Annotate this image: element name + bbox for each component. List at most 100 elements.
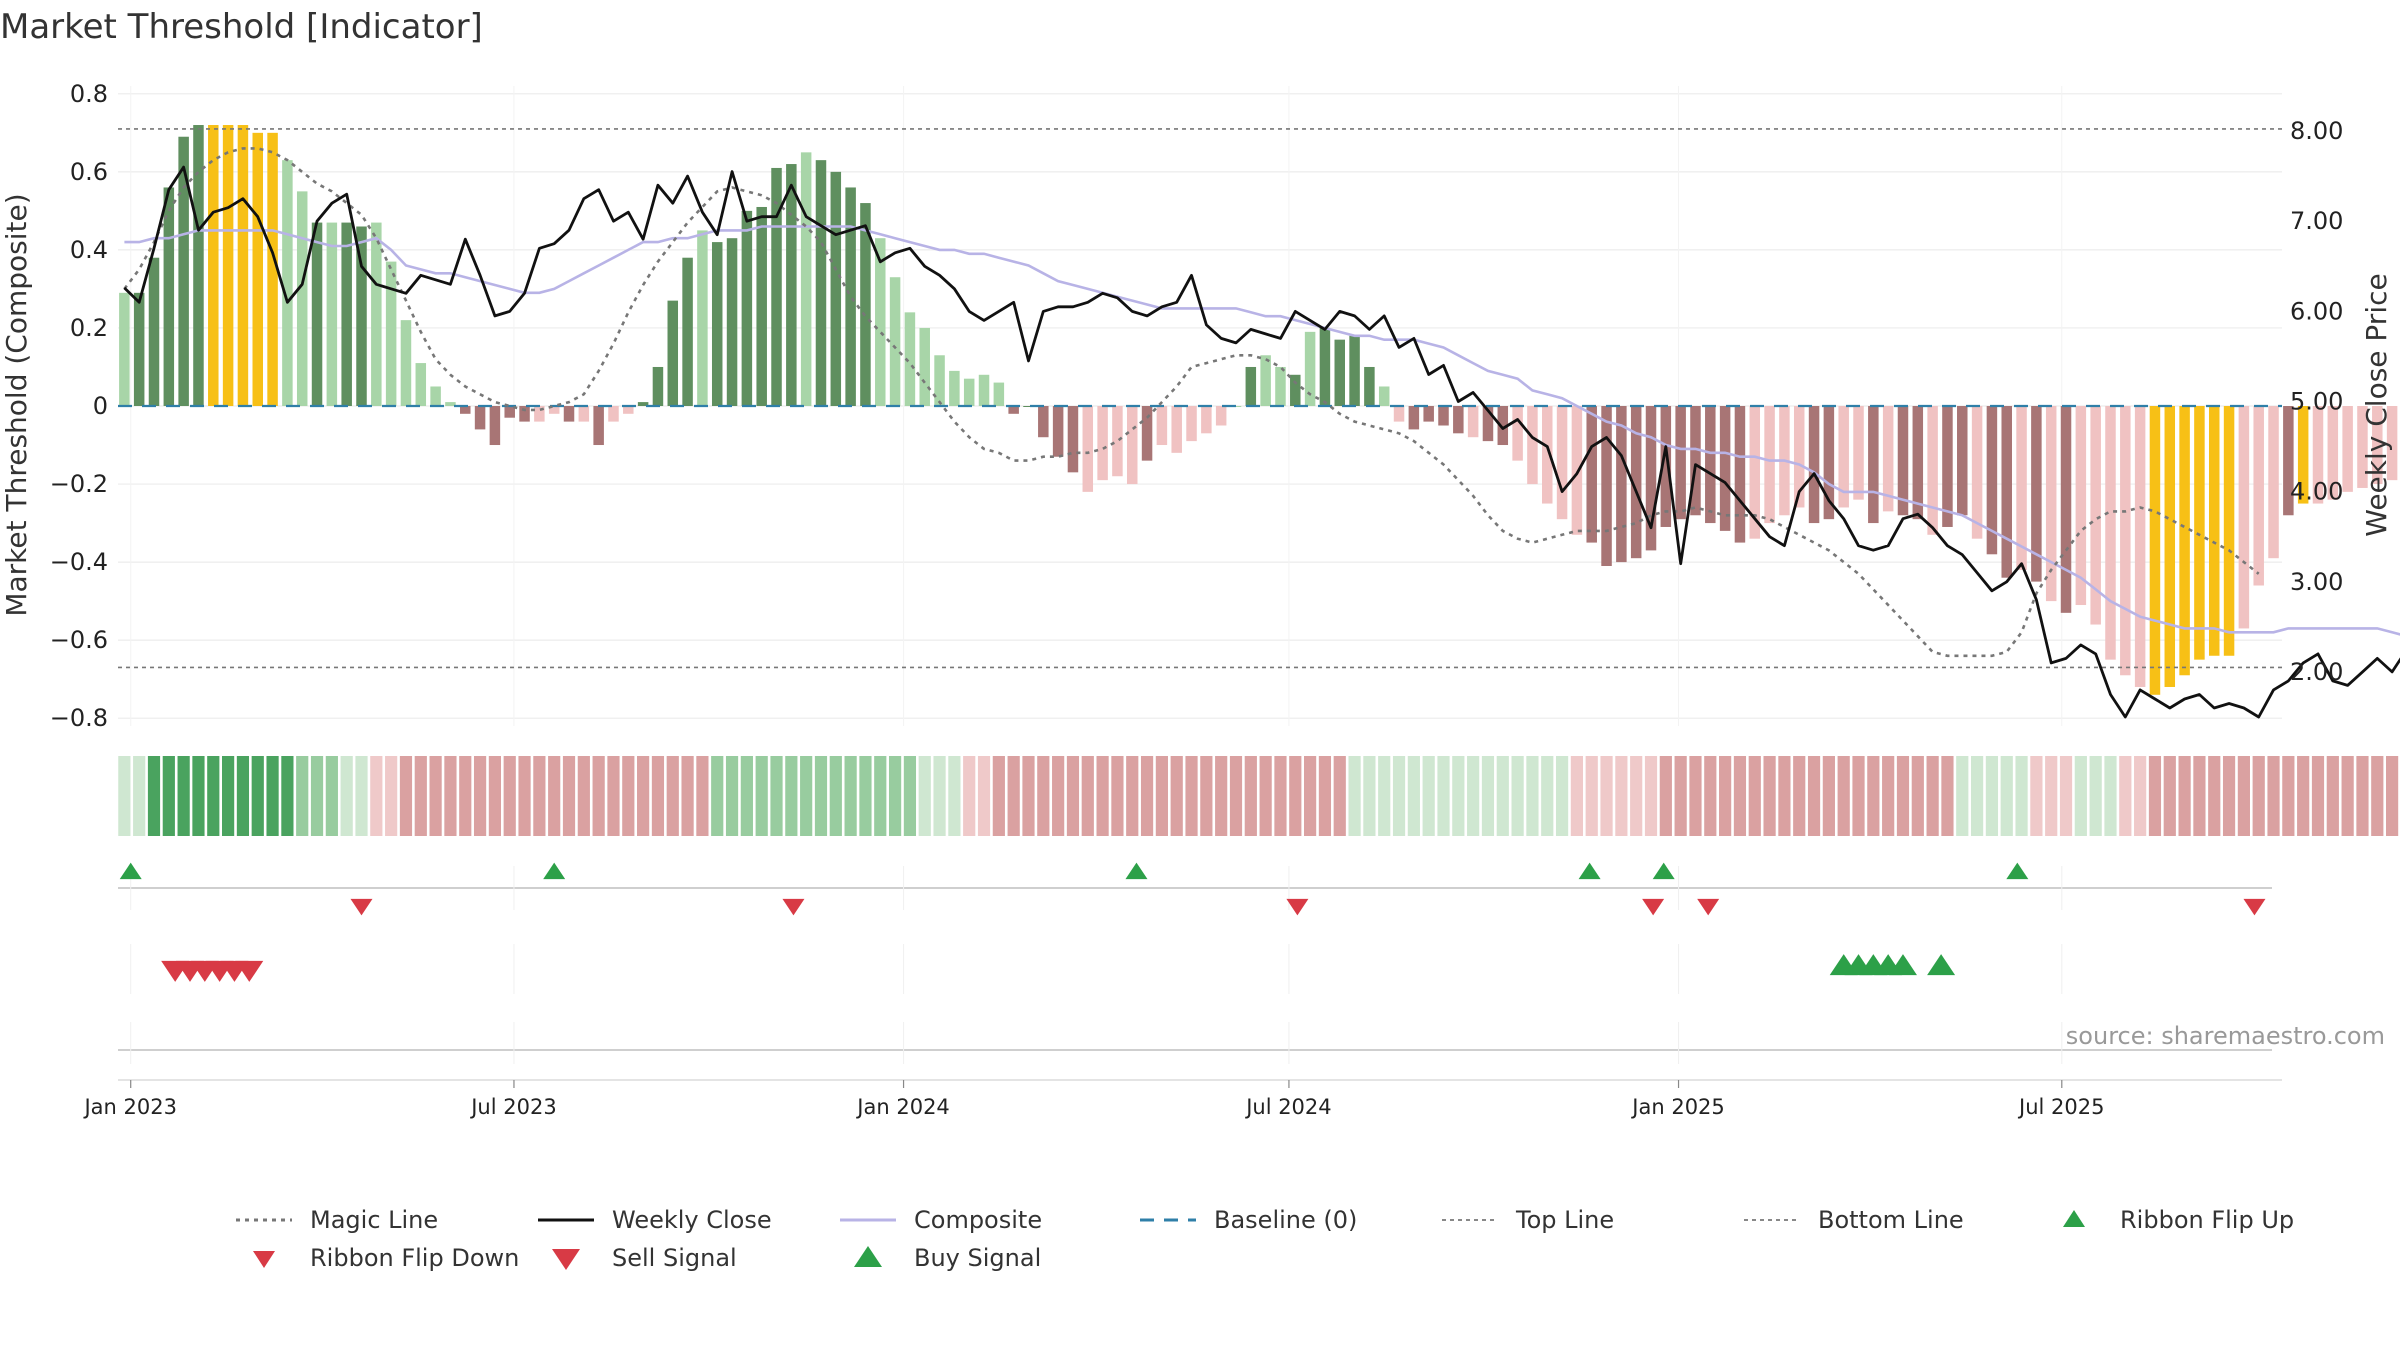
x-axis: Jan 2023 Jul 2023 Jan 2024 Jul 2024 Jan 2025… bbox=[82, 1079, 2282, 1119]
ribbon-cell bbox=[874, 756, 887, 836]
composite-bar bbox=[1497, 406, 1509, 446]
ribbon-cell bbox=[2282, 756, 2295, 836]
composite-bar bbox=[2001, 406, 2012, 578]
legend-item: Buy Signal bbox=[854, 1244, 1041, 1272]
ribbon-cell bbox=[977, 756, 991, 836]
composite-bar bbox=[993, 382, 1005, 406]
composite-bar bbox=[815, 160, 827, 406]
ribbon-cell bbox=[355, 756, 368, 836]
legend-label: Magic Line bbox=[310, 1206, 438, 1234]
ribbon-cell bbox=[2222, 756, 2236, 836]
ribbon-cell bbox=[429, 756, 442, 836]
composite-bar bbox=[1808, 406, 1820, 524]
ribbon-flip-up-marker bbox=[2006, 862, 2029, 880]
ribbon-cell bbox=[1763, 756, 1776, 836]
ribbon-cell bbox=[1585, 756, 1598, 836]
composite-bar bbox=[385, 261, 397, 406]
ribbon-cell bbox=[1822, 756, 1835, 836]
composite-bar bbox=[1260, 355, 1271, 406]
ribbon-cell bbox=[562, 756, 576, 836]
ribbon-cell bbox=[1941, 756, 1954, 836]
ribbon-cell bbox=[2297, 756, 2310, 836]
y-axis-right: 8.00 7.00 6.00 5.00 4.00 3.00 2.00 bbox=[2290, 117, 2343, 686]
composite-bar bbox=[1067, 406, 1079, 473]
ribbon-cell bbox=[1348, 756, 1361, 836]
composite-bar bbox=[296, 191, 308, 406]
composite-bar bbox=[460, 406, 471, 414]
legend-item: Ribbon Flip Down bbox=[253, 1244, 519, 1272]
composite-bar bbox=[519, 406, 530, 422]
ribbon-cell bbox=[1274, 756, 1287, 836]
ribbon-cell bbox=[992, 756, 1005, 836]
ribbon-cell bbox=[918, 756, 931, 836]
composite-bar bbox=[237, 125, 249, 407]
composite-bar bbox=[1764, 406, 1775, 524]
ribbon-cell bbox=[2030, 756, 2043, 836]
ribbon-cell bbox=[1481, 756, 1495, 836]
ribbon-cell bbox=[222, 756, 235, 836]
y-tick-label-right: 6.00 bbox=[2290, 297, 2343, 325]
composite-bar bbox=[800, 152, 812, 406]
composite-bar bbox=[1245, 366, 1257, 406]
legend-swatch bbox=[253, 1251, 275, 1268]
ribbon-cell bbox=[1793, 756, 1806, 836]
y-tick-label-left: 0.4 bbox=[70, 236, 108, 264]
composite-bar bbox=[593, 406, 604, 446]
ribbon-cell bbox=[518, 756, 531, 836]
x-tick-label: Jan 2023 bbox=[82, 1095, 177, 1119]
ribbon-cell bbox=[310, 756, 324, 836]
ribbon-cell bbox=[2089, 756, 2102, 836]
composite-bar bbox=[726, 238, 738, 406]
composite-bar bbox=[2194, 406, 2205, 660]
composite-bar bbox=[756, 206, 767, 406]
composite-bar bbox=[711, 242, 723, 406]
composite-bar bbox=[2297, 406, 2309, 504]
ribbon-cell bbox=[118, 756, 131, 836]
sell-signal-marker bbox=[235, 960, 264, 982]
composite-bar bbox=[652, 366, 664, 406]
buy-signal-marker bbox=[1927, 954, 1956, 976]
composite-bar bbox=[1378, 386, 1390, 406]
composite-bar bbox=[1023, 406, 1034, 407]
composite-bar bbox=[875, 238, 886, 406]
composite-bar bbox=[2075, 406, 2087, 606]
composite-bar bbox=[1882, 406, 1894, 512]
ribbon-cell bbox=[1066, 756, 1080, 836]
ribbon-cell bbox=[651, 756, 665, 836]
ribbon-cell bbox=[1111, 756, 1124, 836]
y-tick-label-left: 0.2 bbox=[70, 314, 108, 342]
composite-bar bbox=[133, 292, 145, 406]
legend-swatch bbox=[854, 1246, 882, 1267]
ribbon-cell bbox=[933, 756, 946, 836]
ribbon-cell bbox=[2045, 756, 2058, 836]
ribbon-cell bbox=[325, 756, 338, 836]
composite-bar bbox=[1734, 406, 1746, 543]
composite-bar bbox=[2105, 406, 2116, 660]
ribbon-cell bbox=[399, 756, 413, 836]
composite-bar bbox=[667, 300, 679, 406]
signal-markers bbox=[118, 862, 2272, 1064]
ribbon-cell bbox=[666, 756, 679, 836]
ribbon-cell bbox=[1200, 756, 1213, 836]
ribbon-cell bbox=[1541, 756, 1554, 836]
composite-bar bbox=[637, 402, 649, 406]
y-axis-right-label: Weekly Close Price bbox=[2360, 273, 2393, 536]
composite-bar bbox=[1542, 406, 1553, 504]
ribbon-cell bbox=[1155, 756, 1168, 836]
ribbon-cell bbox=[888, 756, 902, 836]
ribbon-cell bbox=[414, 756, 427, 836]
composite-bar bbox=[1364, 366, 1375, 406]
x-tick-label: Jan 2025 bbox=[1630, 1095, 1725, 1119]
ribbon-cell bbox=[2148, 756, 2162, 836]
composite-bar bbox=[2238, 406, 2250, 629]
composite-bar bbox=[1393, 406, 1405, 422]
composite-bar bbox=[1616, 406, 1627, 563]
ribbon-cell bbox=[859, 756, 872, 836]
ribbon-cell bbox=[1170, 756, 1183, 836]
composite-bar bbox=[2283, 406, 2294, 516]
ribbon-cell bbox=[1615, 756, 1628, 836]
composite-bar bbox=[1141, 406, 1153, 461]
composite-bar bbox=[2016, 406, 2027, 570]
composite-bar bbox=[1897, 406, 1909, 516]
